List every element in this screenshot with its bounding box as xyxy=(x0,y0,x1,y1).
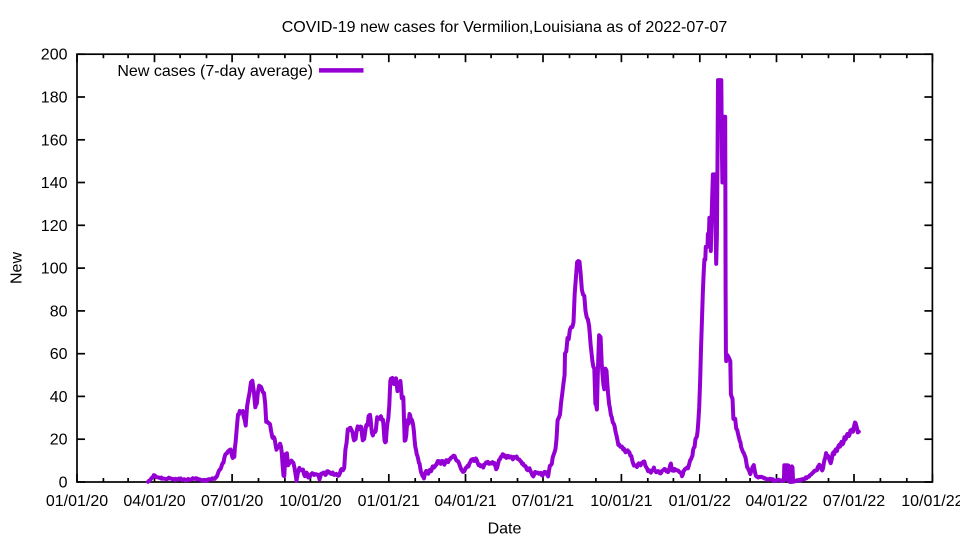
svg-text:01/01/22: 01/01/22 xyxy=(669,493,731,510)
svg-text:0: 0 xyxy=(59,475,68,492)
svg-text:40: 40 xyxy=(50,389,68,406)
svg-text:07/01/21: 07/01/21 xyxy=(512,493,574,510)
svg-text:04/01/22: 04/01/22 xyxy=(745,493,807,510)
svg-text:60: 60 xyxy=(50,346,68,363)
svg-text:07/01/22: 07/01/22 xyxy=(823,493,885,510)
svg-text:10/01/20: 10/01/20 xyxy=(279,493,341,510)
svg-text:100: 100 xyxy=(41,261,68,278)
svg-text:10/01/21: 10/01/21 xyxy=(590,493,652,510)
svg-text:04/01/21: 04/01/21 xyxy=(434,493,496,510)
svg-text:10/01/22: 10/01/22 xyxy=(901,493,960,510)
svg-text:120: 120 xyxy=(41,218,68,235)
svg-text:04/01/20: 04/01/20 xyxy=(123,493,185,510)
svg-text:07/01/20: 07/01/20 xyxy=(201,493,263,510)
svg-text:160: 160 xyxy=(41,132,68,149)
svg-text:140: 140 xyxy=(41,175,68,192)
svg-text:180: 180 xyxy=(41,90,68,107)
svg-text:COVID-19 new cases for Vermili: COVID-19 new cases for Vermilion,Louisia… xyxy=(282,19,728,36)
svg-text:01/01/21: 01/01/21 xyxy=(358,493,420,510)
svg-text:20: 20 xyxy=(50,432,68,449)
svg-text:80: 80 xyxy=(50,303,68,320)
svg-text:Date: Date xyxy=(488,521,522,538)
svg-text:New cases (7-day average): New cases (7-day average) xyxy=(117,63,313,80)
svg-text:New: New xyxy=(9,252,26,284)
svg-text:200: 200 xyxy=(41,47,68,64)
svg-text:01/01/20: 01/01/20 xyxy=(46,493,108,510)
